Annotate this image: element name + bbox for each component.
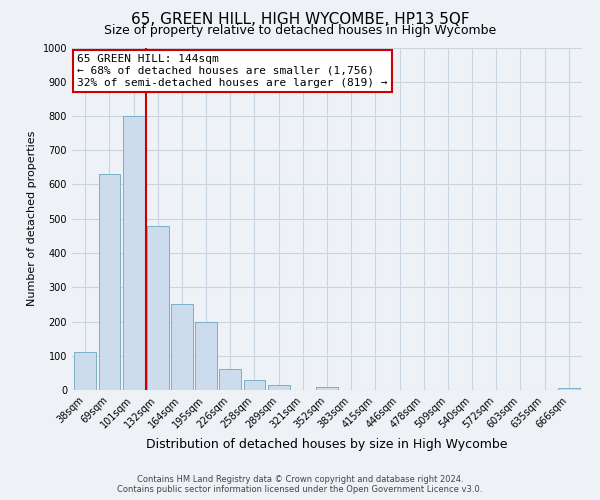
X-axis label: Distribution of detached houses by size in High Wycombe: Distribution of detached houses by size … (146, 438, 508, 451)
Text: Contains HM Land Registry data © Crown copyright and database right 2024.
Contai: Contains HM Land Registry data © Crown c… (118, 474, 482, 494)
Bar (98, 174, 121, 390)
Bar (244, 380, 265, 390)
Bar (268, 385, 290, 390)
Bar (123, 116, 145, 390)
Bar (171, 304, 193, 390)
Bar (558, 388, 580, 390)
Bar (316, 386, 338, 390)
Text: 65, GREEN HILL, HIGH WYCOMBE, HP13 5QF: 65, GREEN HILL, HIGH WYCOMBE, HP13 5QF (131, 12, 469, 28)
Bar (74, 352, 96, 390)
Y-axis label: Number of detached properties: Number of detached properties (27, 131, 37, 306)
Bar (195, 322, 217, 390)
Bar (147, 226, 169, 390)
Bar (220, 370, 241, 390)
Text: 65 GREEN HILL: 144sqm
← 68% of detached houses are smaller (1,756)
32% of semi-d: 65 GREEN HILL: 144sqm ← 68% of detached … (77, 54, 388, 88)
Text: Size of property relative to detached houses in High Wycombe: Size of property relative to detached ho… (104, 24, 496, 37)
